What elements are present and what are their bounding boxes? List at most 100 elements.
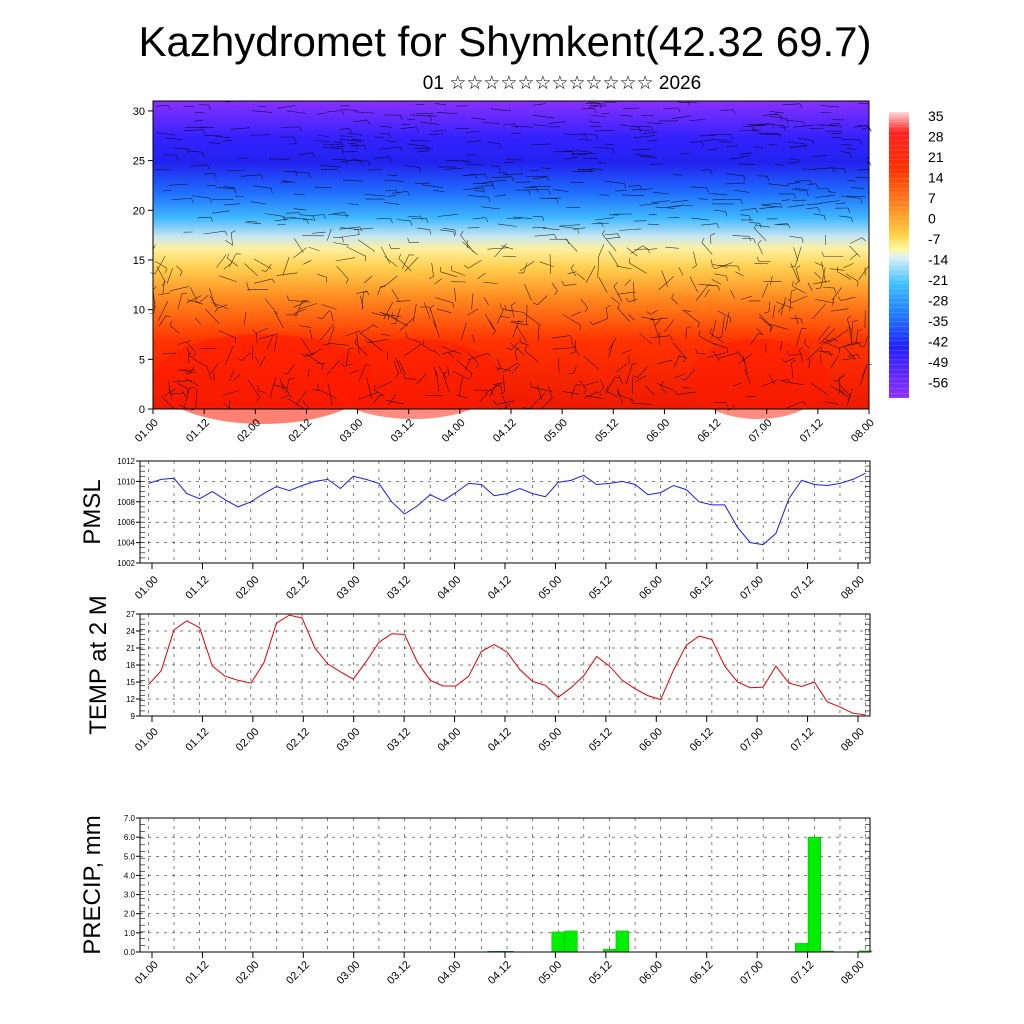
wind-barb-flag [388,243,392,249]
wind-barb [218,330,236,339]
wind-barb [819,328,836,345]
wind-barb [864,336,868,347]
wind-barb [601,234,617,252]
wind-barb [806,203,822,205]
wind-barb [713,342,728,349]
wind-barb [274,310,284,329]
wind-barb-flag [710,259,713,265]
wind-barb-flag [569,335,573,341]
wind-barb [780,379,789,382]
wind-barb [802,168,816,170]
wind-barb [628,185,640,187]
wind-barb [255,327,269,334]
wind-barb-flag [812,140,815,146]
wind-barb [358,364,366,382]
wind-barb [490,108,512,112]
wind-barb [782,381,805,386]
wind-barb-flag [317,317,323,320]
ytick-label: 1002 [117,559,135,568]
wind-barb [576,169,596,171]
wind-barb [340,109,358,111]
wind-barb [539,261,554,267]
wind-barb [794,187,809,191]
wind-barb-flag [429,229,432,235]
wind-barb [258,390,268,394]
wind-barb [434,278,443,285]
wind-barb-flag [731,134,734,140]
ytick-label: 12 [126,695,135,704]
wind-barb-flag [787,298,792,303]
wind-barb [488,180,507,182]
heat-xtick-label: 03.12 [389,417,417,445]
wind-barb [605,307,609,319]
wind-barb [403,343,423,357]
precip-panel-grid [140,817,870,953]
wind-barb [209,288,216,307]
wind-barb [523,312,541,326]
wind-barb [266,336,273,349]
wind-barb [604,143,614,146]
wind-barb [185,341,196,353]
wind-barb-flag [428,276,434,280]
wind-barb [708,148,719,151]
wind-barb-flag [345,159,348,164]
wind-barb [465,163,484,166]
wind-barb [629,262,647,274]
wind-barb [490,176,512,178]
colorbar-label: 0 [928,211,936,227]
wind-barb [821,351,834,356]
wind-barb [759,206,778,209]
wind-barb [592,318,608,325]
wind-barb [679,153,690,155]
wind-barb [738,353,753,364]
wind-barb [701,242,713,255]
wind-barb [793,124,815,128]
wind-barb [843,345,856,360]
wind-barb [482,122,500,124]
wind-barb [187,150,203,153]
wind-barb-flag [779,203,783,208]
heat-xtick-label: 01.12 [184,417,212,445]
wind-barb [316,362,326,365]
colorbar: 35 28 21 14 7 0 -7 -14 -21 -28 -35 -42 -49 -56 [889,108,948,399]
wind-barb [339,135,354,137]
xtick-label: 07.12 [788,959,816,987]
wind-barb [243,311,247,326]
xtick-label: 08.00 [839,959,867,987]
precip-bar [551,931,565,953]
wind-barb [288,299,311,303]
wind-barb [733,189,750,193]
wind-barb-flag [427,146,429,152]
wind-barb-flag [422,340,425,346]
wind-barb [346,132,363,136]
wind-barb [336,265,349,280]
wind-barb [385,189,397,192]
wind-barb [467,308,478,316]
wind-barb-flag [359,226,363,232]
wind-barb [725,312,730,331]
wind-barb [476,181,492,185]
wind-barb [359,332,374,343]
wind-barb [838,341,858,349]
wind-barb [524,284,532,301]
wind-barb [467,352,479,364]
wind-barb [398,258,412,272]
wind-barb-flag [585,135,588,140]
wind-barb-flag [388,156,392,162]
wind-barb-flag [628,257,631,263]
wind-barb-flag [584,307,588,313]
wind-barb [537,295,548,306]
colorbar-label: -42 [928,334,948,350]
xtick-label: 02.12 [284,574,312,602]
heat-xtick-label: 06.00 [644,417,672,445]
wind-barb [189,164,208,167]
wind-barb [756,327,764,336]
xtick-label: 01.00 [133,574,161,602]
wind-barb [762,113,779,116]
wind-barb-flag [806,191,809,196]
wind-barb [183,129,204,131]
wind-barb [316,113,326,115]
wind-barb-flag [546,176,549,181]
wind-barb [230,127,250,130]
wind-barb-flag [759,223,762,229]
